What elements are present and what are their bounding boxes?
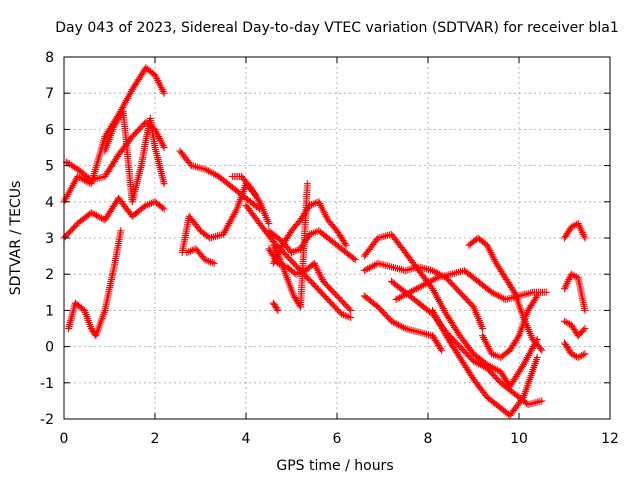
series-arc-d: [65, 227, 125, 340]
series-arc-t: [429, 306, 541, 419]
series-markers: [561, 220, 589, 242]
series-markers: [62, 118, 168, 184]
y-tick-label: 7: [45, 86, 54, 102]
series-markers: [265, 227, 359, 264]
series-arc-y: [561, 270, 589, 314]
series-arc-n: [269, 180, 311, 311]
series-arc-w: [479, 292, 541, 361]
y-tick-label: 1: [45, 303, 54, 319]
series-markers: [101, 107, 168, 206]
y-tick-labels: -2 -1 0 1 2 3 4 5 6 7 8: [40, 50, 54, 428]
series-markers: [65, 227, 125, 340]
series-arc-r: [360, 292, 446, 354]
x-axis-title: GPS time / hours: [276, 458, 393, 474]
series-arc-v: [465, 234, 546, 354]
series-markers: [60, 194, 168, 242]
series-markers: [561, 339, 589, 361]
x-tick-label: 6: [333, 431, 342, 447]
series-markers: [269, 299, 282, 314]
y-tick-label: -2: [40, 412, 54, 428]
series-arc-f: [176, 147, 264, 213]
series-markers: [465, 234, 546, 354]
series-arc-o: [269, 299, 282, 314]
series-markers: [561, 270, 589, 314]
series-markers: [429, 306, 541, 419]
series-markers: [269, 198, 350, 267]
series-markers: [178, 180, 259, 256]
y-axis-title: SDTVAR / TECUs: [8, 181, 24, 296]
series-markers: [269, 180, 311, 311]
series-markers: [561, 317, 589, 340]
y-tick-label: -1: [40, 376, 54, 392]
y-tick-label: 2: [45, 267, 54, 283]
series-markers: [392, 267, 550, 303]
series-markers: [228, 173, 273, 227]
x-tick-label: 8: [424, 431, 433, 447]
axis-ticks: [63, 56, 611, 420]
series-arc-x: [561, 220, 589, 242]
y-tick-label: 0: [45, 340, 54, 356]
x-tick-label: 12: [601, 431, 619, 447]
y-tick-label: 5: [45, 159, 54, 175]
x-tick-labels: 0 2 4 6 8 10 12: [60, 431, 619, 447]
x-tick-label: 2: [151, 431, 160, 447]
y-tick-label: 3: [45, 231, 54, 247]
series-arc-e: [101, 107, 168, 206]
series-markers: [360, 292, 446, 354]
series-arc-b: [62, 118, 168, 184]
series-arc-u: [392, 267, 550, 303]
y-tick-label: 4: [45, 195, 54, 211]
x-tick-label: 0: [60, 431, 69, 447]
series-markers: [479, 292, 541, 361]
series-markers: [176, 147, 264, 213]
series-arc-z: [561, 317, 589, 340]
x-tick-label: 4: [242, 431, 251, 447]
y-tick-label: 6: [45, 122, 54, 138]
x-tick-label: 10: [510, 431, 528, 447]
chart-title: Day 043 of 2023, Sidereal Day-to-day VTE…: [55, 20, 618, 36]
series-markers: [183, 245, 218, 267]
grid-lines: [64, 57, 610, 419]
y-tick-label: 8: [45, 50, 54, 66]
series-arc-h: [183, 245, 218, 267]
series-arc-g: [178, 180, 259, 256]
series-arc-aa: [561, 339, 589, 361]
series-arc-c: [60, 194, 168, 242]
series-arc-i: [228, 173, 273, 227]
series-arc-k: [269, 198, 350, 267]
series-arc-l: [265, 227, 359, 264]
data-marks: [60, 64, 589, 419]
